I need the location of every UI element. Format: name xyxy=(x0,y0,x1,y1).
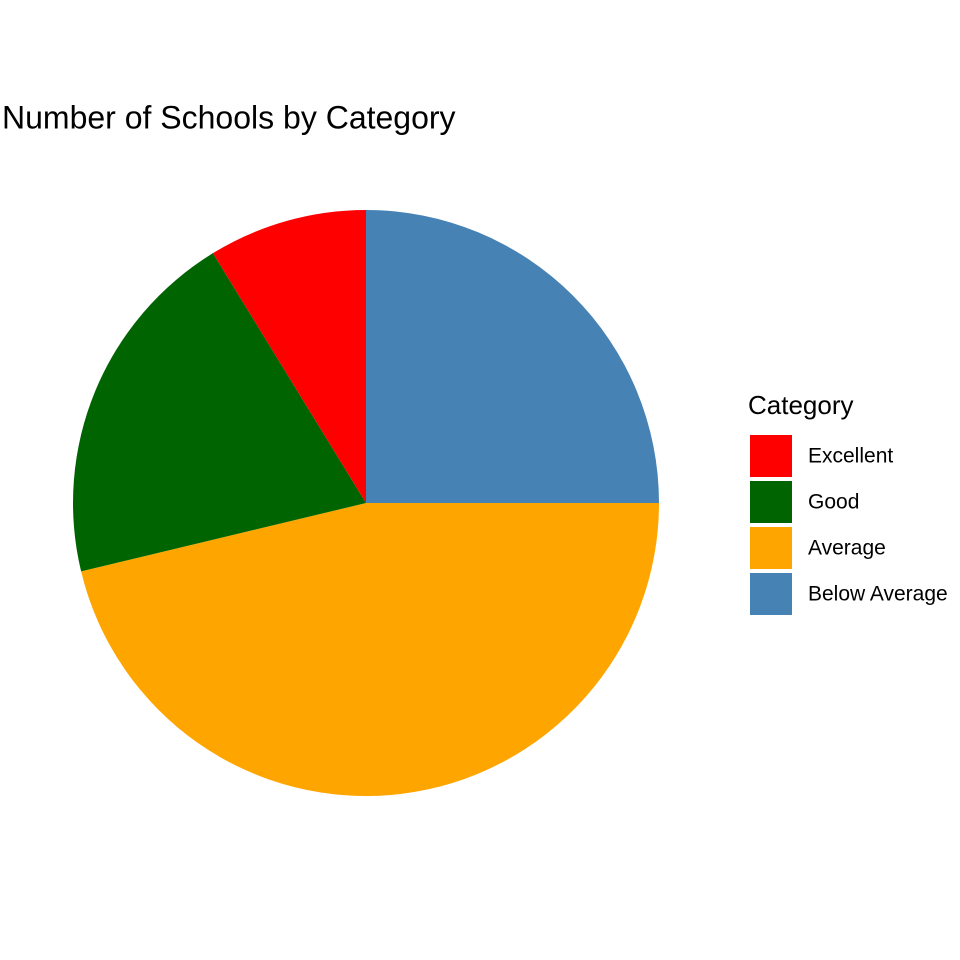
legend-key xyxy=(750,573,792,615)
pie-slice xyxy=(366,210,659,503)
pie-slice xyxy=(72,253,366,572)
legend-key xyxy=(750,435,792,477)
legend-label: Excellent xyxy=(808,445,893,468)
legend-label: Below Average xyxy=(808,583,948,606)
legend-label: Good xyxy=(808,491,859,514)
legend-label: Average xyxy=(808,537,886,560)
chart-title: Number of Schools by Category xyxy=(2,99,456,135)
legend-key xyxy=(750,481,792,523)
legend-key xyxy=(750,527,792,569)
pie-slice xyxy=(81,503,660,797)
pie-slice xyxy=(212,210,366,503)
legend-title: Category xyxy=(748,390,854,420)
